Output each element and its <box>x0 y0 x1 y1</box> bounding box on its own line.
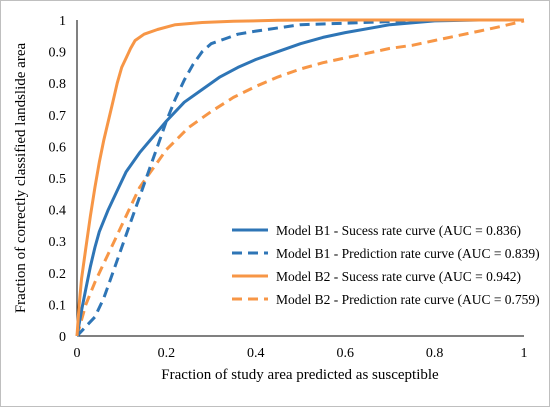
x-tick-label: 0.8 <box>426 346 444 361</box>
x-tick-label: 0 <box>74 346 81 361</box>
legend-label: Model B2 - Prediction rate curve (AUC = … <box>276 292 540 307</box>
y-tick-label: 0 <box>59 330 66 345</box>
series-line <box>75 18 524 338</box>
x-tick-label: 0.4 <box>247 346 265 361</box>
legend: Model B1 - Sucess rate curve (AUC = 0.83… <box>232 223 540 307</box>
legend-label: Model B1 - Sucess rate curve (AUC = 0.83… <box>276 223 521 238</box>
y-axis-title: Fraction of correctly classified landsli… <box>13 43 29 314</box>
y-tick-label: 0.8 <box>49 77 67 92</box>
y-tick-labels: 0 0.1 0.2 0.3 0.4 0.5 0.6 0.7 0.8 0.9 1 <box>49 14 67 345</box>
y-tick-label: 0.5 <box>49 172 67 187</box>
y-tick-label: 0.4 <box>49 204 67 219</box>
axes <box>76 20 524 337</box>
y-tick-label: 0.2 <box>49 267 67 282</box>
x-axis-title: Fraction of study area predicted as susc… <box>161 367 439 383</box>
legend-label: Model B2 - Sucess rate curve (AUC = 0.94… <box>276 269 521 284</box>
x-tick-label: 1 <box>521 346 528 361</box>
x-tick-labels: 0 0.2 0.4 0.6 0.8 1 <box>74 346 528 361</box>
y-tick-label: 0.6 <box>49 140 67 155</box>
y-tick-label: 0.9 <box>49 46 67 61</box>
y-tick-label: 1 <box>59 14 66 29</box>
series-line <box>75 18 524 337</box>
y-tick-label: 0.1 <box>49 298 67 313</box>
x-tick-label: 0.6 <box>336 346 354 361</box>
series-line <box>75 18 524 337</box>
y-tick-label: 0.7 <box>49 109 67 124</box>
x-tick-label: 0.2 <box>158 346 176 361</box>
series-layer <box>75 18 525 338</box>
legend-label: Model B1 - Prediction rate curve (AUC = … <box>276 246 540 261</box>
y-tick-label: 0.3 <box>49 235 67 250</box>
series-line <box>75 19 525 337</box>
